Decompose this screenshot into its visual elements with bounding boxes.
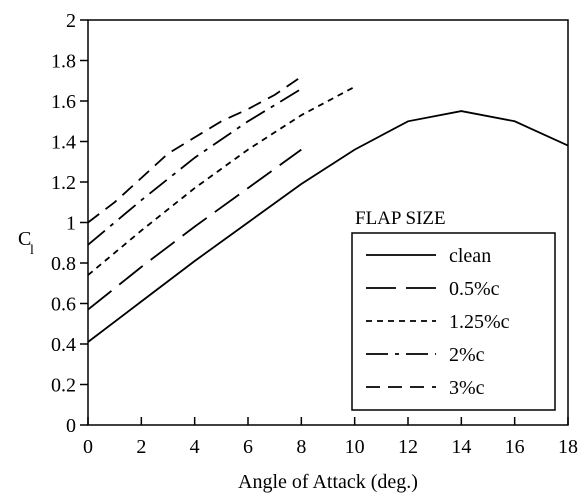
x-tick-label: 4 [190,436,200,458]
legend-label-2: 1.25%c [449,311,510,333]
series-line-2 [87,86,356,276]
series-line-4 [87,75,302,224]
y-axis-title: C [18,228,31,250]
legend-label-3: 2%c [449,344,485,366]
y-tick-label: 2 [66,10,76,32]
legend-box [351,232,556,411]
x-tick-label: 2 [136,436,146,458]
y-tick-label: 0 [66,415,76,437]
y-tick-label: 1.4 [51,132,76,154]
x-tick-label: 0 [83,436,93,458]
y-tick-label: 1 [66,213,76,235]
legend-label-0: clean [449,245,491,267]
legend-title: FLAP SIZE [355,208,446,229]
y-tick-label: 1.6 [51,91,76,113]
y-axis-title-subscript: l [30,243,34,258]
x-tick-label: 10 [345,436,365,458]
x-tick-label: 16 [505,436,525,458]
series-lines [87,75,569,343]
axis-ticks: 0 2 4 6 8 10 12 14 16 18 0 0.2 0.4 0.6 0.8 1 1.2 1.4 1.6 1.… [51,10,578,458]
x-axis-title: Angle of Attack (deg.) [238,471,418,493]
legend-label-4: 3%c [449,377,485,399]
x-tick-label: 12 [398,436,418,458]
y-tick-label: 0.4 [51,334,76,356]
y-tick-label: 1.8 [51,51,76,73]
series-line-3 [87,88,302,246]
series-line-1 [87,148,302,311]
y-tick-label: 0.6 [51,294,76,316]
x-tick-label: 6 [243,436,253,458]
x-tick-label: 8 [296,436,306,458]
y-tick-label: 1.2 [51,172,76,194]
y-tick-label: 0.8 [51,253,76,275]
x-tick-label: 14 [451,436,471,458]
series-line-0 [87,110,569,343]
legend-label-1: 0.5%c [449,278,500,300]
x-tick-label: 18 [558,436,578,458]
y-tick-label: 0.2 [51,375,76,397]
